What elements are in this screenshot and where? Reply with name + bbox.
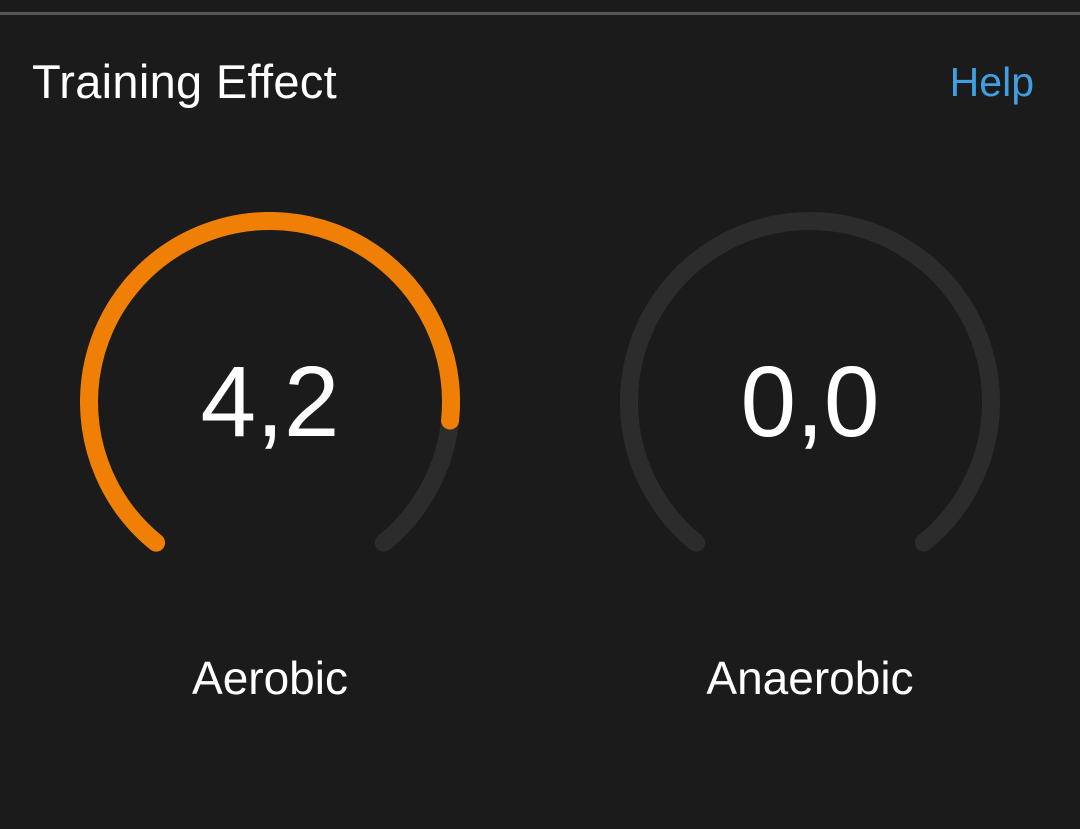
aerobic-value: 4,2 <box>200 346 340 458</box>
aerobic-gauge-ring <box>80 212 460 552</box>
anaerobic-gauge-ring <box>620 212 1000 552</box>
top-divider <box>0 12 1080 15</box>
anaerobic-gauge-track <box>620 212 1000 552</box>
aerobic-gauge-fill <box>80 212 460 552</box>
anaerobic-label: Anaerobic <box>706 652 914 704</box>
anaerobic-value: 0,0 <box>740 346 880 458</box>
aerobic-gauge: 4,2 <box>80 212 460 592</box>
anaerobic-gauge: 0,0 <box>620 212 1000 592</box>
card-title: Training Effect <box>32 55 337 108</box>
help-link[interactable]: Help <box>949 59 1034 105</box>
aerobic-label: Aerobic <box>192 652 348 704</box>
